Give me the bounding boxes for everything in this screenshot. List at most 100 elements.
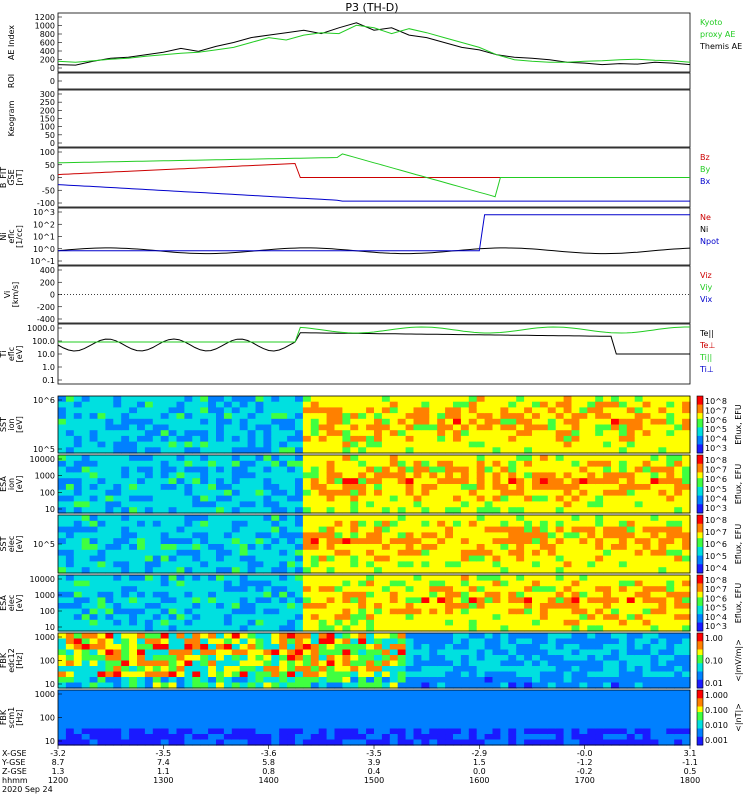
- spectrogram-cell: [177, 597, 186, 603]
- spectrogram-cell: [358, 644, 367, 650]
- spectrogram-cell: [390, 490, 399, 496]
- spectrogram-cell: [303, 644, 312, 650]
- spectrogram-cell: [232, 592, 241, 598]
- spectrogram-cell: [335, 609, 344, 615]
- spectrogram-cell: [493, 666, 502, 672]
- spectrogram-cell: [682, 581, 691, 587]
- spectrogram-cell: [327, 655, 336, 661]
- spectrogram-cell: [516, 544, 525, 550]
- spectrogram-cell: [500, 696, 509, 702]
- spectrogram-cell: [137, 639, 146, 645]
- spectrogram-cell: [532, 644, 541, 650]
- spectrogram-cell: [90, 644, 99, 650]
- spectrogram-cell: [263, 407, 272, 413]
- spectrogram-cell: [137, 544, 146, 550]
- spectrogram-cell: [469, 586, 478, 592]
- spectrogram-cell: [192, 425, 201, 431]
- spectrogram-cell: [358, 581, 367, 587]
- spectrogram-cell: [74, 501, 83, 507]
- spectrogram-cell: [548, 501, 557, 507]
- spectrogram-cell: [682, 396, 691, 402]
- spectrogram-cell: [335, 490, 344, 496]
- spectrogram-cell: [216, 644, 225, 650]
- spectrogram-cell: [113, 644, 122, 650]
- spectrogram-cell: [82, 550, 91, 556]
- spectrogram-cell: [587, 575, 596, 581]
- spectrogram-cell: [398, 609, 407, 615]
- spectrogram-cell: [90, 419, 99, 425]
- spectrogram-cell: [603, 586, 612, 592]
- spectrogram-cell: [66, 609, 75, 615]
- spectrogram-cell: [177, 644, 186, 650]
- spectrogram-cell: [682, 592, 691, 598]
- spectrogram-cell: [256, 718, 265, 724]
- spectrogram-cell: [548, 661, 557, 667]
- colorbar-swatch: [697, 444, 703, 447]
- spectrogram-cell: [82, 603, 91, 609]
- spectrogram-cell: [232, 723, 241, 729]
- spectrogram-cell: [358, 586, 367, 592]
- spectrogram-cell: [137, 532, 146, 538]
- spectrogram-cell: [240, 644, 249, 650]
- spectrogram-cell: [406, 561, 415, 567]
- spectrogram-cell: [279, 650, 288, 656]
- spectrogram-cell: [271, 407, 280, 413]
- spectrogram-cell: [161, 402, 170, 408]
- spectrogram-cell: [627, 586, 636, 592]
- spectrogram-cell: [342, 718, 351, 724]
- spectrogram-cell: [548, 592, 557, 598]
- spectrogram-cell: [113, 556, 122, 562]
- spectrogram-cell: [421, 521, 430, 527]
- spectrogram-cell: [453, 490, 462, 496]
- spectrogram-cell: [303, 461, 312, 467]
- spectrogram-cell: [121, 696, 130, 702]
- legend-entry: By: [700, 165, 710, 174]
- spectrogram-cell: [658, 490, 667, 496]
- spectrogram-cell: [224, 620, 233, 626]
- spectrogram-cell: [232, 478, 241, 484]
- spectrogram-cell: [177, 650, 186, 656]
- spectrogram-cell: [303, 419, 312, 425]
- spectrogram-cell: [192, 603, 201, 609]
- spectrogram-cell: [350, 614, 359, 620]
- spectrogram-cell: [58, 478, 67, 484]
- spectrogram-cell: [319, 402, 328, 408]
- spectrogram-cell: [658, 586, 667, 592]
- spectrogram-cell: [319, 586, 328, 592]
- spectrogram-cell: [327, 620, 336, 626]
- legend-entry: Viy: [700, 283, 713, 292]
- spectrogram-cell: [587, 644, 596, 650]
- spectrogram-cell: [248, 633, 257, 639]
- spectrogram-cell: [279, 442, 288, 448]
- spectrogram-cell: [658, 614, 667, 620]
- spectrogram-cell: [208, 538, 217, 544]
- spectrogram-cell: [295, 729, 304, 735]
- spectrogram-cell: [421, 614, 430, 620]
- spectrogram-cell: [414, 472, 423, 478]
- spectrogram-cell: [98, 407, 107, 413]
- spectrogram-cell: [406, 575, 415, 581]
- spectrogram-cell: [493, 515, 502, 521]
- spectrogram-cell: [113, 707, 122, 713]
- spectrogram-cell: [358, 603, 367, 609]
- spectrogram-cell: [66, 597, 75, 603]
- spectrogram-cell: [177, 430, 186, 436]
- spectrogram-cell: [169, 666, 178, 672]
- spectrogram-cell: [295, 690, 304, 696]
- spectrogram-cell: [169, 633, 178, 639]
- spectrogram-cell: [358, 677, 367, 683]
- spectrogram-cell: [161, 478, 170, 484]
- spectrogram-cell: [287, 734, 296, 740]
- spectrogram-cell: [398, 650, 407, 656]
- spectrogram-cell: [619, 633, 628, 639]
- spectrogram-cell: [129, 677, 138, 683]
- spectrogram-cell: [564, 515, 573, 521]
- spectrogram-cell: [113, 496, 122, 502]
- spectrogram-cell: [374, 436, 383, 442]
- spectrogram-cell: [579, 734, 588, 740]
- spectrogram-cell: [382, 620, 391, 626]
- spectrogram-cell: [177, 556, 186, 562]
- spectrogram-cell: [595, 550, 604, 556]
- spectrogram-cell: [161, 672, 170, 678]
- spectrogram-cell: [398, 712, 407, 718]
